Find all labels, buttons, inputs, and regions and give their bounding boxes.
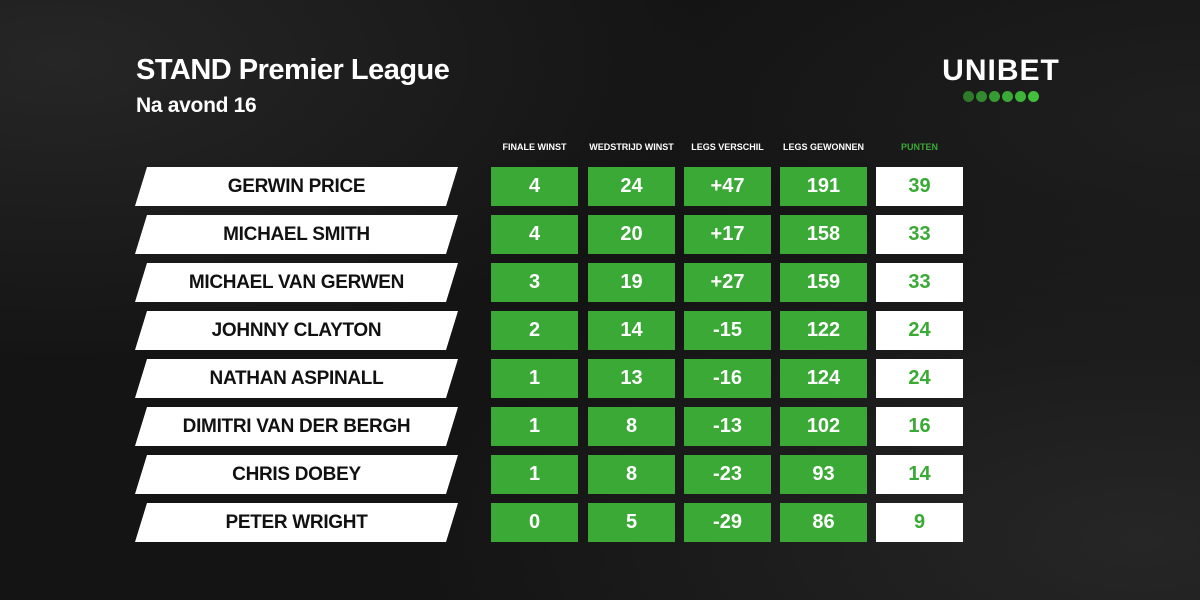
table-row: PETER WRIGHT 0 5 -29 86 9 [0, 503, 1200, 542]
logo-dot [963, 91, 974, 102]
table-row: MICHAEL SMITH 4 20 +17 158 33 [0, 215, 1200, 254]
cell-finale-winst: 4 [491, 167, 578, 206]
cell-finale-winst: 1 [491, 455, 578, 494]
player-name: MICHAEL VAN GERWEN [188, 272, 405, 293]
cell-wedstrijd-winst: 8 [588, 407, 675, 446]
logo-dots [938, 91, 1064, 102]
cell-punten: 33 [876, 263, 963, 302]
table-row: DIMITRI VAN DER BERGH 1 8 -13 102 16 [0, 407, 1200, 446]
player-name: NATHAN ASPINALL [209, 368, 384, 389]
name-plate-shape [135, 167, 458, 206]
cell-punten: 16 [876, 407, 963, 446]
cell-finale-winst: 2 [491, 311, 578, 350]
player-name-plate: DIMITRI VAN DER BERGH [135, 407, 458, 446]
name-plate-shape [135, 359, 458, 398]
player-name-plate: PETER WRIGHT [135, 503, 458, 542]
page-title: STAND Premier League [136, 54, 450, 86]
cell-wedstrijd-winst: 24 [588, 167, 675, 206]
player-name: CHRIS DOBEY [232, 464, 361, 485]
table-row: NATHAN ASPINALL 1 13 -16 124 24 [0, 359, 1200, 398]
cell-legs-verschil: -29 [684, 503, 771, 542]
player-name-plate: JOHNNY CLAYTON [135, 311, 458, 350]
name-plate-shape [135, 215, 458, 254]
name-plate-shape [135, 455, 458, 494]
player-name-plate: CHRIS DOBEY [135, 455, 458, 494]
cell-legs-gewonnen: 158 [780, 215, 867, 254]
header-finale-winst: FINALE WINST [502, 142, 567, 152]
cell-wedstrijd-winst: 20 [588, 215, 675, 254]
player-name: MICHAEL SMITH [223, 224, 370, 245]
cell-finale-winst: 3 [491, 263, 578, 302]
cell-wedstrijd-winst: 5 [588, 503, 675, 542]
cell-finale-winst: 0 [491, 503, 578, 542]
cell-legs-verschil: -23 [684, 455, 771, 494]
cell-legs-verschil: +27 [684, 263, 771, 302]
header-legs-verschil: LEGS VERSCHIL [691, 142, 764, 152]
cell-wedstrijd-winst: 13 [588, 359, 675, 398]
cell-wedstrijd-winst: 14 [588, 311, 675, 350]
player-name: GERWIN PRICE [227, 176, 366, 197]
player-name: DIMITRI VAN DER BERGH [182, 416, 411, 437]
header-wedstrijd-winst: WEDSTRIJD WINST [589, 142, 674, 152]
player-name-plate: MICHAEL VAN GERWEN [135, 263, 458, 302]
cell-finale-winst: 1 [491, 407, 578, 446]
cell-legs-gewonnen: 86 [780, 503, 867, 542]
player-name: PETER WRIGHT [225, 512, 368, 533]
cell-finale-winst: 4 [491, 215, 578, 254]
cell-wedstrijd-winst: 19 [588, 263, 675, 302]
header-legs-gewonnen: LEGS GEWONNEN [782, 142, 864, 152]
cell-punten: 24 [876, 311, 963, 350]
cell-punten: 33 [876, 215, 963, 254]
player-name-plate: NATHAN ASPINALL [135, 359, 458, 398]
player-name-plate: MICHAEL SMITH [135, 215, 458, 254]
cell-legs-gewonnen: 102 [780, 407, 867, 446]
logo-dot [976, 91, 987, 102]
cell-legs-gewonnen: 124 [780, 359, 867, 398]
cell-punten: 14 [876, 455, 963, 494]
page-subtitle: Na avond 16 [136, 94, 257, 117]
logo-dot [989, 91, 1000, 102]
name-plate-shape [135, 263, 458, 302]
name-plate-shape [135, 503, 458, 542]
cell-legs-gewonnen: 122 [780, 311, 867, 350]
table-row: MICHAEL VAN GERWEN 3 19 +27 159 33 [0, 263, 1200, 302]
cell-legs-verschil: +17 [684, 215, 771, 254]
cell-legs-gewonnen: 191 [780, 167, 867, 206]
cell-punten: 24 [876, 359, 963, 398]
cell-legs-gewonnen: 93 [780, 455, 867, 494]
cell-legs-verschil: +47 [684, 167, 771, 206]
cell-legs-verschil: -16 [684, 359, 771, 398]
unibet-logo: UNIBET [938, 55, 1064, 102]
logo-dot [1015, 91, 1026, 102]
cell-legs-gewonnen: 159 [780, 263, 867, 302]
logo-dot [1028, 91, 1039, 102]
logo-text: UNIBET [942, 54, 1060, 87]
name-plate-shape [135, 407, 458, 446]
player-name-plate: GERWIN PRICE [135, 167, 458, 206]
cell-legs-verschil: -13 [684, 407, 771, 446]
cell-legs-verschil: -15 [684, 311, 771, 350]
player-name: JOHNNY CLAYTON [211, 320, 382, 341]
cell-wedstrijd-winst: 8 [588, 455, 675, 494]
cell-finale-winst: 1 [491, 359, 578, 398]
cell-punten: 9 [876, 503, 963, 542]
table-row: GERWIN PRICE 4 24 +47 191 39 [0, 167, 1200, 206]
logo-dot [1002, 91, 1013, 102]
header-punten: PUNTEN [900, 142, 938, 152]
table-row: CHRIS DOBEY 1 8 -23 93 14 [0, 455, 1200, 494]
name-plate-shape [135, 311, 458, 350]
table-row: JOHNNY CLAYTON 2 14 -15 122 24 [0, 311, 1200, 350]
cell-punten: 39 [876, 167, 963, 206]
